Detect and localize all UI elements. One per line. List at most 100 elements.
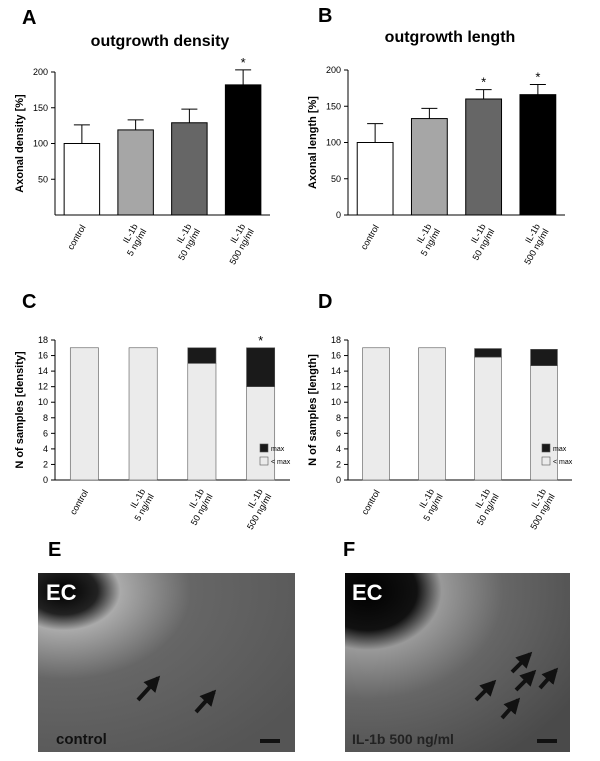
x-tick-label: control <box>359 223 381 251</box>
arrow <box>538 667 559 690</box>
y-tick-label: 2 <box>336 459 341 469</box>
x-tick-label: IL-1b500 ng/ml <box>514 222 551 266</box>
y-tick-label: 10 <box>331 397 341 407</box>
x-tick-label: IL-1b50 ng/ml <box>466 487 500 527</box>
x-tick-label: IL-1b50 ng/ml <box>462 222 496 262</box>
bar-segment <box>69 347 99 481</box>
bar-segment <box>246 386 276 481</box>
y-tick-label: 0 <box>336 210 341 220</box>
y-tick-label: 100 <box>33 139 48 149</box>
y-tick-label: 50 <box>38 174 48 184</box>
y-axis-label: N of samples [length] <box>307 354 319 466</box>
bar-segment <box>474 356 502 481</box>
y-tick-label: 200 <box>33 67 48 77</box>
x-tick-label: IL-1b5 ng/ml <box>124 487 156 523</box>
bar-segment <box>418 347 446 481</box>
x-tick-label: IL-1b5 ng/ml <box>413 487 445 523</box>
y-tick-label: 16 <box>331 351 341 361</box>
x-tick-label: IL-1b5 ng/ml <box>116 222 148 258</box>
bar <box>356 142 394 216</box>
legend-swatch <box>259 456 269 466</box>
y-tick-label: 6 <box>336 428 341 438</box>
x-tick-label: control <box>68 488 90 516</box>
caption: control <box>56 731 107 748</box>
caption: IL-1b 500 ng/ml <box>352 731 454 747</box>
y-tick-label: 16 <box>38 351 48 361</box>
y-axis-label: Axonal length [%] <box>307 96 319 189</box>
bar-segment <box>362 347 390 481</box>
legend-label: max <box>553 446 567 453</box>
y-tick-label: 150 <box>33 103 48 113</box>
y-tick-label: 8 <box>43 413 48 423</box>
arrow <box>500 697 521 720</box>
panel-letter: D <box>318 291 332 313</box>
micrograph <box>345 573 570 752</box>
bar-segment <box>246 347 276 387</box>
legend-swatch <box>541 443 551 453</box>
arrow <box>194 689 217 714</box>
panel-letter: E <box>48 539 61 561</box>
bar-segment <box>474 348 502 358</box>
chart: C N of samples [density] 0 2 4 6 8 10 12 14 16 18 co… <box>14 291 291 531</box>
y-tick-label: 4 <box>336 444 341 454</box>
y-tick-label: 0 <box>43 475 48 485</box>
arrow <box>136 675 161 702</box>
bar-segment <box>128 347 158 481</box>
significance-marker: * <box>258 333 263 348</box>
bar <box>410 118 448 216</box>
y-axis-label: N of samples [density] <box>14 351 26 469</box>
chart-title: outgrowth density <box>91 33 230 50</box>
significance-marker: * <box>241 55 246 70</box>
chart-title: outgrowth length <box>385 29 516 46</box>
bar <box>465 98 503 216</box>
panel-letter: C <box>22 291 36 313</box>
x-tick-label: IL-1b500 ng/ml <box>520 487 557 531</box>
y-tick-label: 0 <box>336 475 341 485</box>
significance-marker: * <box>535 70 540 85</box>
y-tick-label: 200 <box>326 65 341 75</box>
significance-marker: * <box>481 75 486 90</box>
y-tick-label: 14 <box>38 366 48 376</box>
legend-label: < max <box>553 459 573 466</box>
arrow <box>474 679 497 702</box>
region-label: EC <box>352 580 383 605</box>
y-tick-label: 150 <box>326 101 341 111</box>
scale-bar <box>537 739 557 743</box>
micrograph <box>38 573 295 752</box>
bar <box>224 84 262 216</box>
y-tick-label: 100 <box>326 138 341 148</box>
y-tick-label: 50 <box>331 174 341 184</box>
legend-swatch <box>541 456 551 466</box>
y-tick-label: 10 <box>38 397 48 407</box>
x-tick-label: IL-1b500 ng/ml <box>219 222 256 266</box>
panel-letter: A <box>22 7 36 29</box>
legend-label: max <box>271 446 285 453</box>
y-tick-label: 2 <box>43 459 48 469</box>
y-tick-label: 8 <box>336 413 341 423</box>
x-tick-label: control <box>360 488 382 516</box>
arrow <box>510 651 533 674</box>
region-label: EC <box>46 580 77 605</box>
bar <box>63 143 101 216</box>
image-panel-f: F EC IL-1b 500 ng/ml <box>343 539 570 752</box>
scale-bar <box>260 739 280 743</box>
bar <box>171 122 208 216</box>
bar <box>519 94 557 216</box>
x-tick-label: IL-1b50 ng/ml <box>168 222 202 262</box>
y-tick-label: 18 <box>38 335 48 345</box>
y-tick-label: 4 <box>43 444 48 454</box>
x-tick-label: control <box>65 223 87 251</box>
y-axis-label: Axonal density [%] <box>14 94 26 193</box>
x-tick-label: IL-1b500 ng/ml <box>236 487 273 531</box>
bar <box>117 129 154 216</box>
legend-swatch <box>259 443 269 453</box>
panel-letter: F <box>343 539 355 561</box>
y-tick-label: 12 <box>331 382 341 392</box>
panel-letter: B <box>318 5 332 27</box>
legend-label: < max <box>271 459 291 466</box>
y-tick-label: 18 <box>331 335 341 345</box>
image-panel-e: E EC control <box>38 539 295 752</box>
